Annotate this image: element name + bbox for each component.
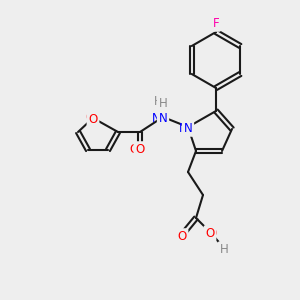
Text: O: O [88, 113, 98, 126]
Text: H: H [220, 243, 228, 256]
Text: F: F [213, 17, 219, 30]
Text: O: O [177, 230, 187, 243]
Text: O: O [207, 227, 217, 240]
Text: N: N [152, 112, 160, 125]
Text: N: N [159, 112, 167, 125]
Text: O: O [129, 143, 139, 156]
Text: H: H [159, 97, 167, 110]
Text: O: O [176, 230, 184, 243]
Text: H: H [154, 95, 162, 108]
Text: H: H [220, 243, 228, 256]
Text: F: F [213, 15, 219, 28]
Text: O: O [135, 143, 145, 156]
Text: O: O [206, 227, 214, 240]
Text: N: N [178, 122, 188, 135]
Text: N: N [184, 122, 192, 135]
Text: O: O [85, 111, 94, 124]
